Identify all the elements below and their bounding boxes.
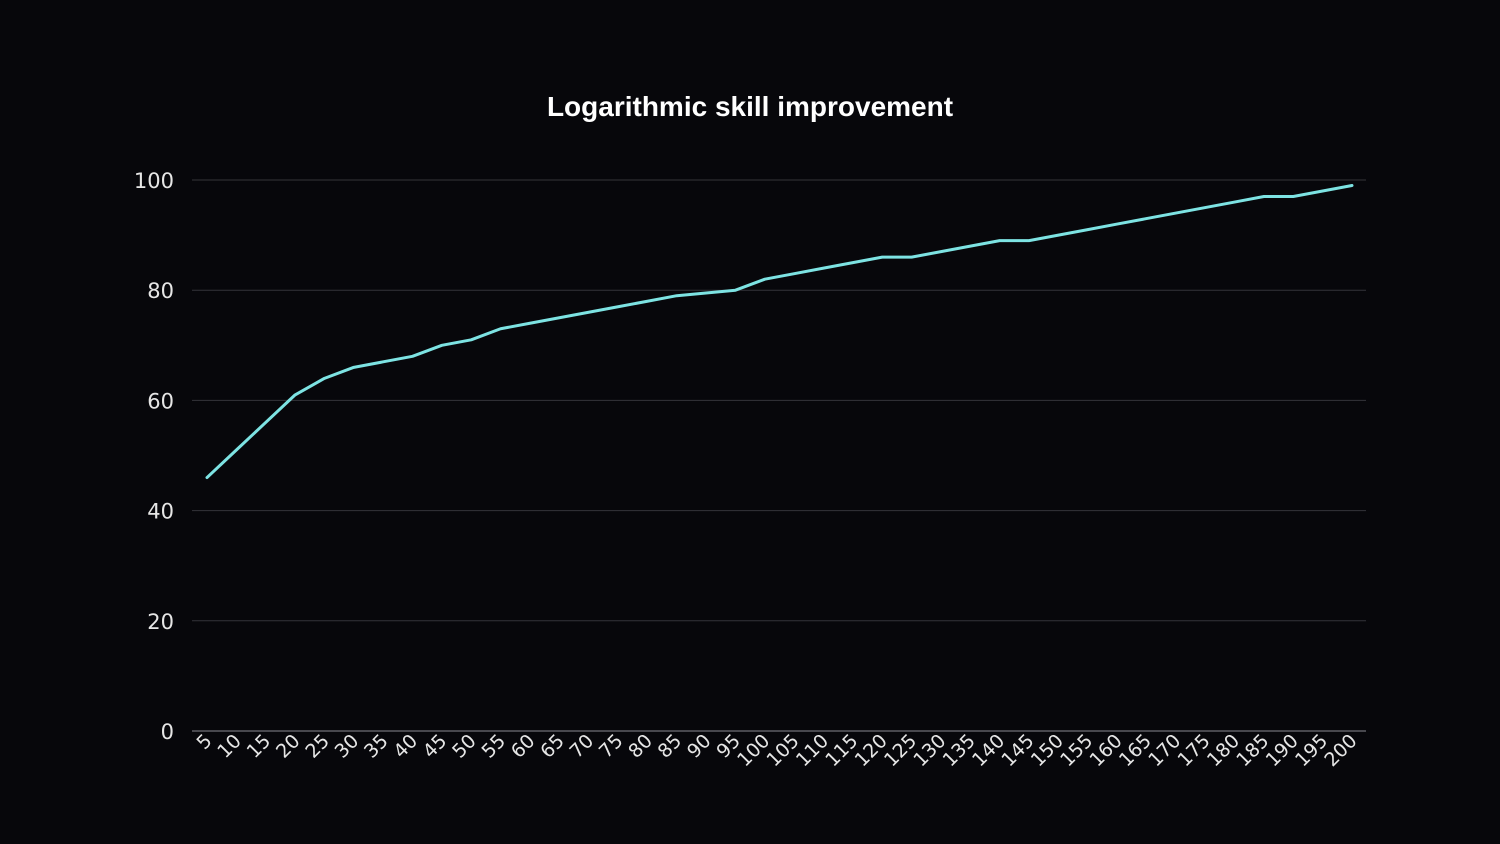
y-axis-tick-labels: 0 20 40 60 80 100 xyxy=(134,169,174,744)
series-lines xyxy=(205,184,1354,480)
x-tick-label: 65 xyxy=(536,730,569,763)
x-tick-label: 80 xyxy=(624,730,657,763)
x-tick-label: 25 xyxy=(301,730,334,763)
x-tick-label: 75 xyxy=(595,730,628,763)
x-tick-label: 20 xyxy=(272,730,305,763)
y-tick-label: 20 xyxy=(147,610,174,634)
x-tick-label: 60 xyxy=(507,730,540,763)
x-tick-label: 30 xyxy=(331,730,364,763)
x-tick-label: 50 xyxy=(448,730,481,763)
x-axis-tick-labels: 5101520253035404550556065707580859095100… xyxy=(192,730,1361,771)
x-tick-label: 15 xyxy=(243,730,276,763)
x-tick-label: 35 xyxy=(360,730,393,763)
x-tick-label: 90 xyxy=(683,730,716,763)
gridlines xyxy=(192,179,1366,732)
x-tick-label: 5 xyxy=(192,730,216,754)
chart-title: Logarithmic skill improvement xyxy=(547,91,953,122)
x-tick-label: 45 xyxy=(419,730,452,763)
x-tick-label: 85 xyxy=(654,730,687,763)
x-tick-label: 10 xyxy=(213,730,246,763)
x-tick-label: 40 xyxy=(389,730,422,763)
x-tick-label: 200 xyxy=(1320,730,1361,771)
y-tick-label: 40 xyxy=(147,500,174,524)
y-tick-label: 60 xyxy=(147,389,174,413)
series-line-0 xyxy=(205,184,1354,480)
x-tick-label: 70 xyxy=(566,730,599,763)
x-tick-label: 55 xyxy=(477,730,510,763)
y-tick-label: 100 xyxy=(134,169,174,193)
y-tick-label: 80 xyxy=(147,279,174,303)
y-tick-label: 0 xyxy=(161,720,174,744)
